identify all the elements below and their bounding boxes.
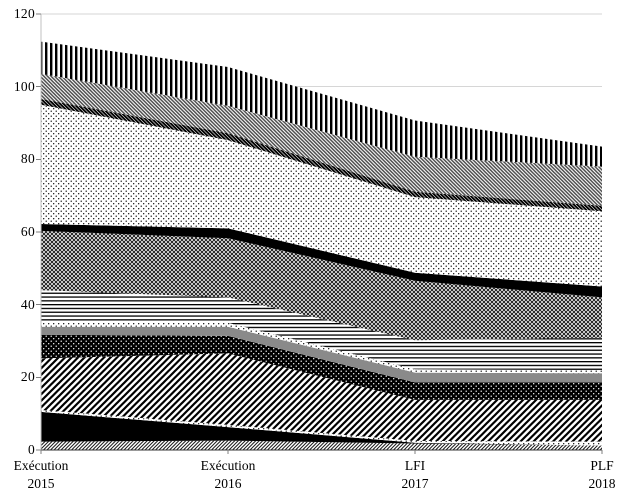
area-solid-black-lower — [41, 411, 602, 446]
x-label-execution-2016: Exécution 2016 — [168, 457, 288, 493]
y-tick-label-40: 40 — [20, 297, 35, 312]
y-tick-label-60: 60 — [20, 224, 35, 239]
area-black-with-white-dots — [41, 334, 602, 400]
area-horizontal-stripes — [41, 290, 602, 371]
area-vertical-stripes — [41, 41, 602, 167]
x-label-line2: 2017 — [401, 476, 429, 491]
y-tick-label-80: 80 — [20, 151, 35, 166]
x-label-line2: 2016 — [214, 476, 242, 491]
area-wide-diagonal-stripes — [41, 353, 602, 442]
x-label-line2: 2018 — [588, 476, 616, 491]
area-solid-gray-band — [41, 326, 602, 383]
x-label-line2: 2015 — [27, 476, 55, 491]
x-label-plf-2018: PLF 2018 — [542, 457, 630, 493]
area-light-dotted-thin-mid — [41, 322, 602, 374]
area-dark-diagonal-thin — [41, 99, 602, 212]
x-label-lfi-2017: LFI 2017 — [355, 457, 475, 493]
x-label-line1: Exécution — [13, 458, 69, 473]
y-tick-label-100: 100 — [13, 79, 35, 94]
axes-and-ticks — [36, 13, 603, 454]
x-label-execution-2015: Exécution 2015 — [0, 457, 101, 493]
stacked-areas — [41, 41, 602, 450]
x-label-line1: Exécution — [200, 458, 256, 473]
y-tick-label-20: 20 — [20, 369, 35, 384]
x-label-line1: PLF — [590, 458, 614, 473]
area-light-dotted-thin-lower — [41, 410, 602, 446]
area-light-dotted-large — [41, 104, 602, 287]
area-gray-backslash-diagonal — [41, 73, 602, 206]
x-label-line1: LFI — [404, 458, 426, 473]
area-fine-diagonal-hatch-bottom — [41, 440, 602, 450]
y-tick-label-120: 120 — [13, 6, 35, 21]
area-dark-crosshatch — [41, 230, 602, 341]
y-tick-label-0: 0 — [27, 442, 35, 457]
area-solid-black-upper — [41, 224, 602, 298]
